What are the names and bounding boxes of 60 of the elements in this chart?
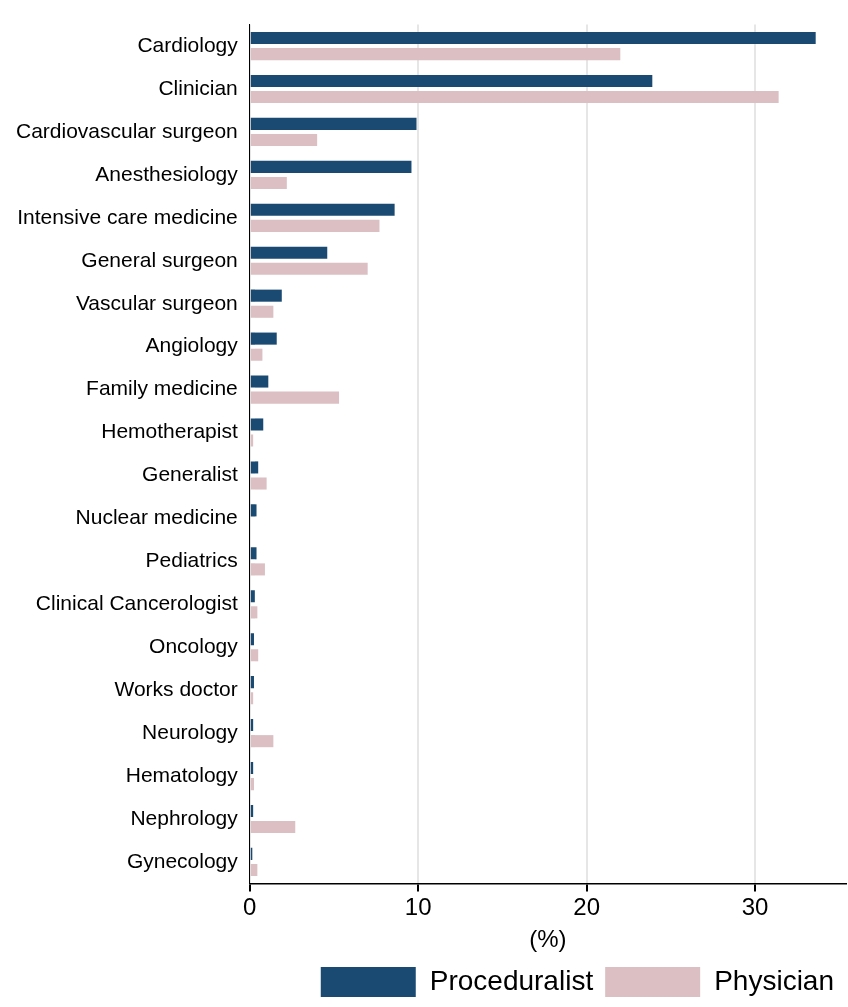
- x-tick-label: 20: [573, 893, 600, 921]
- y-tick-label: Clinician: [158, 75, 238, 99]
- y-tick-label: General surgeon: [81, 247, 238, 271]
- x-tick-label: 30: [741, 893, 769, 921]
- bar: [250, 821, 296, 834]
- bar: [250, 590, 255, 603]
- bar: [250, 504, 257, 517]
- y-tick-label: Generalist: [142, 462, 238, 486]
- y-tick-label: Cardiovascular surgeon: [15, 118, 238, 142]
- y-tick-label: Vascular surgeon: [75, 290, 238, 314]
- bar: [250, 735, 274, 748]
- bar: [250, 48, 621, 61]
- bar: [250, 203, 395, 216]
- y-tick-label: Oncology: [149, 634, 239, 658]
- bar: [250, 176, 287, 189]
- bar: [250, 160, 412, 173]
- bar: [250, 91, 779, 104]
- bar: [250, 606, 258, 619]
- y-tick-label: Nuclear medicine: [75, 505, 238, 529]
- y-tick-label: Neurology: [142, 719, 239, 743]
- y-tick-label: Anesthesiology: [95, 161, 239, 185]
- y-tick-label: Family medicine: [86, 376, 238, 400]
- bar: [250, 477, 267, 490]
- bar: [250, 676, 254, 689]
- bar: [250, 332, 277, 345]
- bar: [250, 305, 274, 318]
- bar: [250, 117, 417, 130]
- y-tick-label: Nephrology: [130, 805, 239, 829]
- x-tick-label: 0: [243, 893, 257, 921]
- bar: [250, 289, 282, 302]
- bar: [250, 778, 254, 791]
- y-tick-label: Works doctor: [114, 676, 238, 700]
- y-tick-label: Cardiology: [137, 32, 239, 56]
- y-tick-label: Clinical Cancerologist: [35, 591, 238, 615]
- bar: [250, 262, 368, 275]
- bar: [250, 418, 264, 431]
- y-tick-label: Gynecology: [126, 848, 239, 872]
- bar: [250, 547, 257, 560]
- bar: [250, 461, 259, 474]
- x-axis-title: (%): [529, 925, 567, 953]
- bar: [250, 863, 258, 877]
- bar: [250, 391, 340, 404]
- y-tick-label: Hemotherapist: [101, 419, 238, 443]
- bar: [250, 133, 318, 147]
- x-tick-label: 10: [404, 893, 432, 921]
- legend-label: Physician: [714, 964, 835, 996]
- legend-label: Proceduralist: [429, 964, 594, 996]
- y-tick-label: Angiology: [145, 333, 239, 357]
- bar: [250, 31, 816, 45]
- bar: [250, 348, 263, 361]
- bar: [250, 375, 269, 388]
- bar: [250, 633, 254, 646]
- bar: [250, 649, 259, 662]
- y-tick-label: Intensive care medicine: [17, 204, 238, 228]
- bar: [250, 563, 265, 576]
- y-tick-label: Pediatrics: [145, 548, 238, 572]
- bar: [250, 246, 328, 259]
- bar: [250, 74, 653, 87]
- bar: [250, 219, 380, 232]
- y-tick-label: Hematology: [125, 762, 239, 786]
